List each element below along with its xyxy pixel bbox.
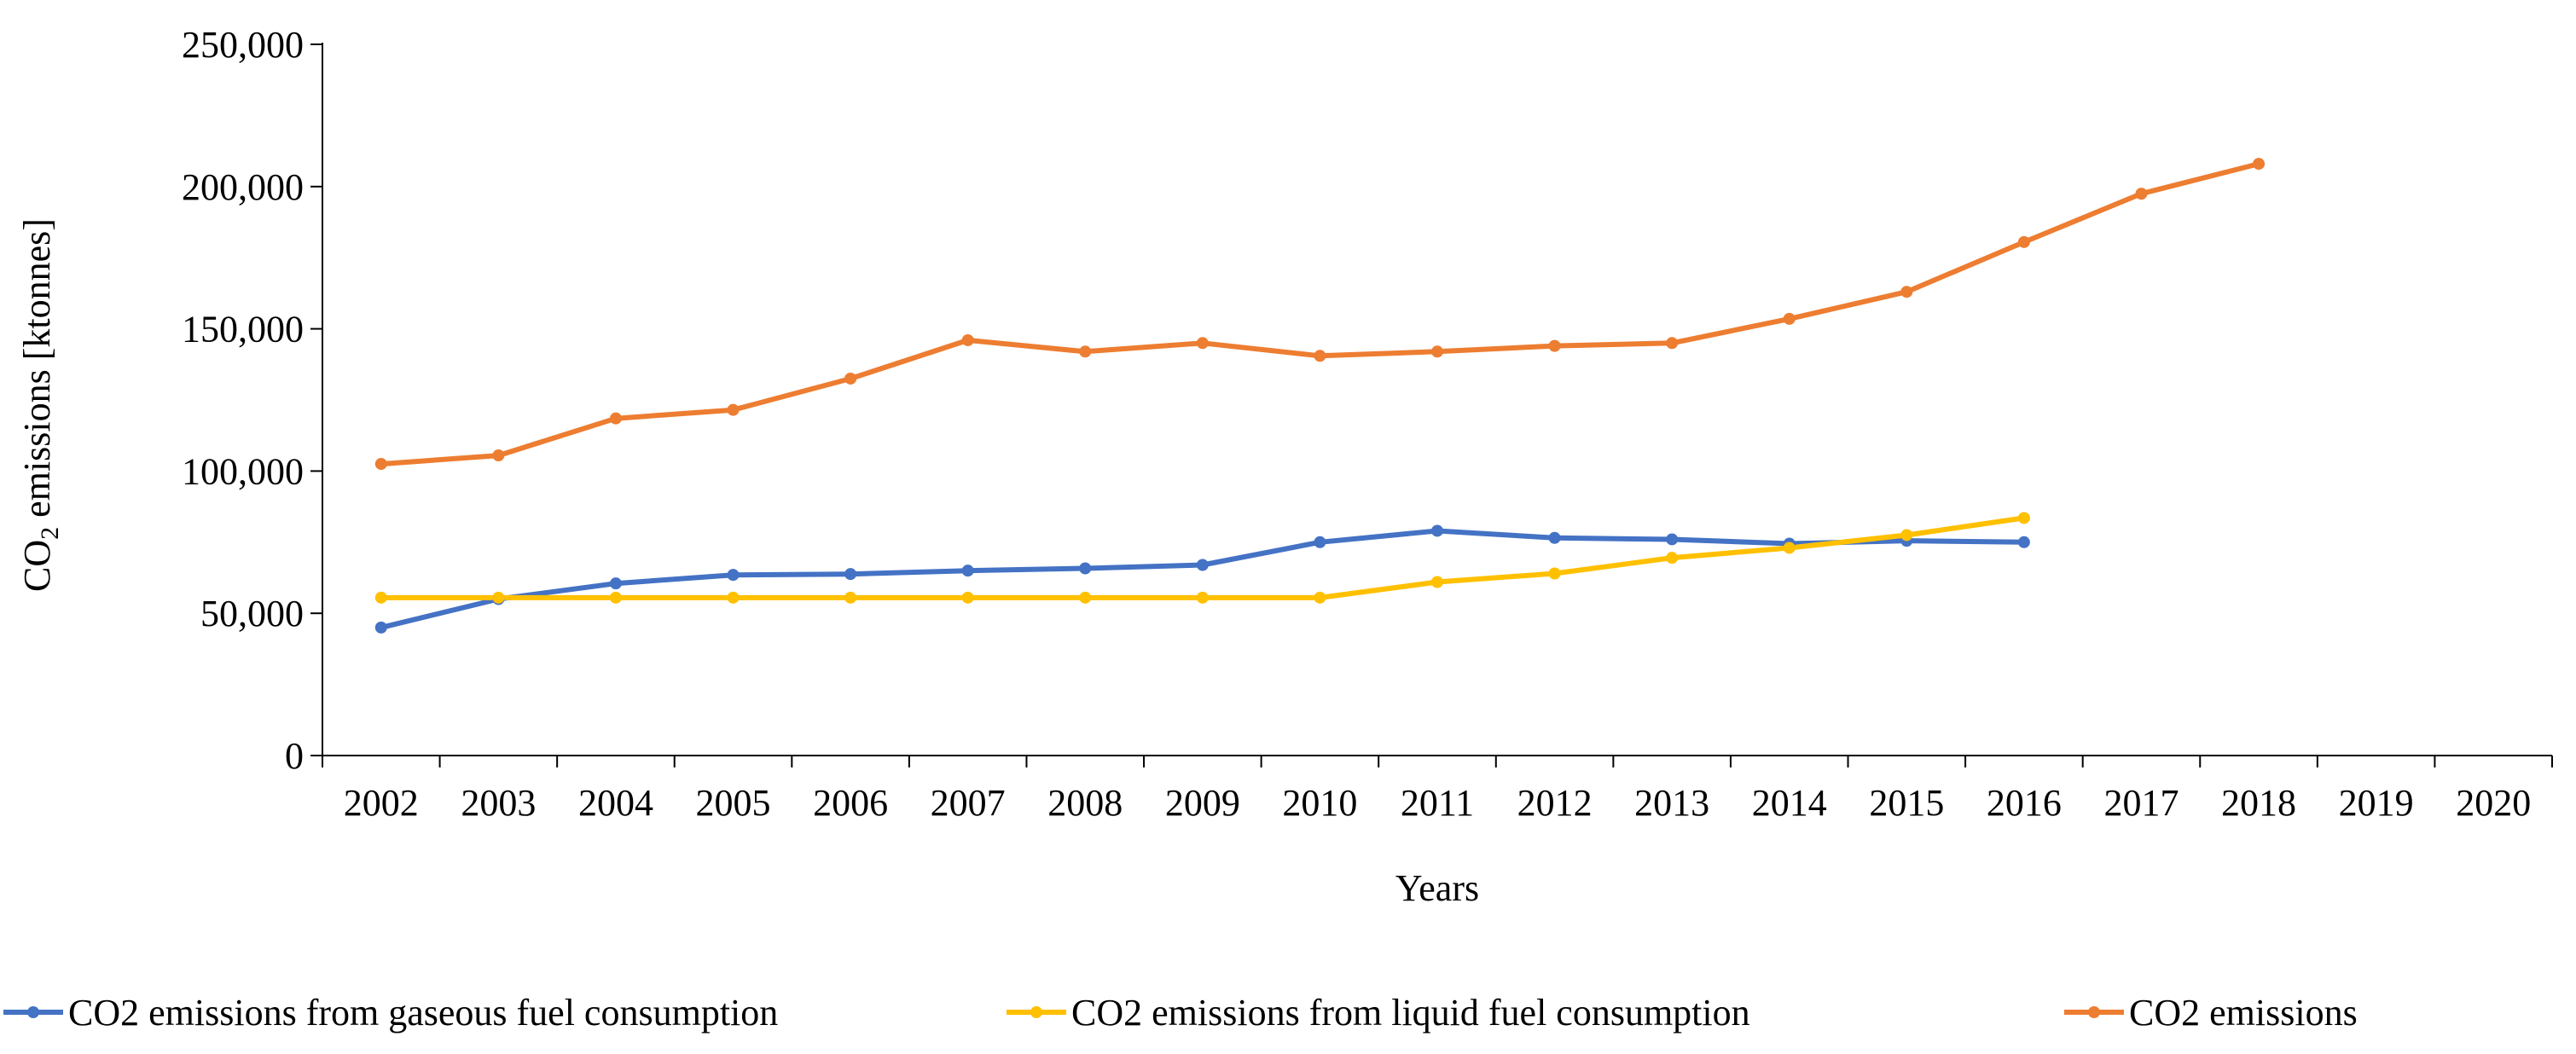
series-total-point <box>1548 339 1561 352</box>
x-tick-label: 2011 <box>1401 782 1474 824</box>
x-tick-label: 2002 <box>344 782 419 824</box>
series-total-point <box>492 449 505 462</box>
series-gaseous-point <box>374 621 387 634</box>
y-tick-label: 200,000 <box>182 166 304 208</box>
y-axis-ticks: 0 50,000 100,000 150,000 200,000 250,000 <box>182 24 322 777</box>
y-tick-label: 50,000 <box>200 593 304 634</box>
x-axis-ticks: 2002 2003 2004 2005 2006 2007 2008 2009 2010 2011… <box>322 756 2553 824</box>
series-gaseous-point <box>1314 536 1326 548</box>
series-gaseous-point <box>1548 531 1561 544</box>
x-tick-label: 2006 <box>813 782 888 824</box>
legend-label-liquid: CO2 emissions from liquid fuel consumpti… <box>1071 992 1750 1034</box>
series-liquid-point <box>374 591 387 604</box>
series-liquid-point <box>1783 541 1796 554</box>
x-tick-label: 2013 <box>1634 782 1709 824</box>
series-liquid-point <box>727 591 740 604</box>
legend-item-total[interactable]: CO2 emissions <box>2064 992 2358 1034</box>
series-liquid-point <box>1431 576 1443 588</box>
x-tick-label: 2004 <box>578 782 653 824</box>
series-total-point <box>2017 235 2030 248</box>
series-total-point <box>1900 286 1913 298</box>
series-liquid-point <box>1079 591 1092 604</box>
legend-item-liquid[interactable]: CO2 emissions from liquid fuel consumpti… <box>1007 992 1750 1034</box>
series-lines <box>378 161 2262 630</box>
x-axis-title: Years <box>1395 867 1479 909</box>
series-liquid-point <box>844 591 857 604</box>
series-total-point <box>2253 158 2266 171</box>
series-liquid-point <box>609 591 622 604</box>
x-tick-label: 2009 <box>1165 782 1240 824</box>
y-tick-label: 150,000 <box>182 309 304 350</box>
series-total-point <box>2135 188 2148 200</box>
series-gaseous-point <box>609 577 622 590</box>
legend-label-total: CO2 emissions <box>2129 992 2358 1034</box>
y-axis-title-prefix: CO <box>16 540 58 592</box>
series-liquid-point <box>2017 512 2030 524</box>
series-liquid-point <box>1666 552 1679 565</box>
x-tick-label: 2010 <box>1282 782 1357 824</box>
series-gaseous-line <box>378 528 2027 630</box>
series-total-point <box>1666 337 1679 350</box>
legend-label-gaseous: CO2 emissions from gaseous fuel consumpt… <box>68 992 778 1034</box>
legend-item-gaseous[interactable]: CO2 emissions from gaseous fuel consumpt… <box>3 992 778 1034</box>
series-total-point <box>1314 350 1326 362</box>
series-gaseous-point <box>2017 536 2030 548</box>
legend-marker-total <box>2088 1006 2100 1018</box>
series-liquid-point <box>1196 591 1209 604</box>
series-total-point <box>844 372 857 385</box>
series-gaseous-point <box>1666 533 1679 546</box>
series-total-line <box>378 161 2262 467</box>
legend-marker-liquid <box>1030 1006 1042 1018</box>
series-liquid-point <box>961 591 974 604</box>
series-gaseous-point <box>1079 562 1092 575</box>
series-total-point <box>1431 345 1443 358</box>
x-tick-label: 2014 <box>1752 782 1827 824</box>
series-gaseous-point <box>727 569 740 582</box>
series-liquid-line <box>378 515 2027 600</box>
y-axis-title-subscript: 2 <box>36 527 64 540</box>
legend-marker-gaseous <box>27 1006 39 1018</box>
y-axis-title: CO2 emissions [ktonnes] <box>16 218 64 592</box>
series-gaseous-point <box>1196 559 1209 571</box>
y-tick-label: 0 <box>285 735 304 777</box>
series-gaseous-point <box>844 568 857 581</box>
series-liquid-point <box>1900 529 1913 541</box>
x-tick-label: 2016 <box>1987 782 2062 824</box>
series-gaseous-point <box>1431 524 1443 537</box>
series-total-point <box>374 458 387 471</box>
series-liquid-point <box>1314 591 1326 604</box>
axes <box>322 43 2552 756</box>
x-tick-label: 2012 <box>1517 782 1593 824</box>
x-tick-label: 2005 <box>696 782 771 824</box>
series-total-point <box>1196 337 1209 350</box>
x-tick-label: 2003 <box>461 782 536 824</box>
x-tick-label: 2015 <box>1869 782 1944 824</box>
series-total-point <box>609 412 622 425</box>
y-tick-label: 250,000 <box>182 24 304 66</box>
series-total-point <box>1783 312 1796 325</box>
x-tick-label: 2017 <box>2103 782 2179 824</box>
x-tick-label: 2007 <box>931 782 1006 824</box>
y-axis-title-suffix: emissions [ktonnes] <box>16 218 58 527</box>
x-tick-label: 2020 <box>2456 782 2531 824</box>
series-total-point <box>727 403 740 416</box>
series-total-point <box>961 333 974 346</box>
x-tick-label: 2019 <box>2339 782 2414 824</box>
y-tick-label: 100,000 <box>182 450 304 492</box>
x-tick-label: 2018 <box>2221 782 2296 824</box>
x-tick-label: 2008 <box>1047 782 1123 824</box>
series-gaseous-point <box>961 565 974 577</box>
series-points <box>374 158 2266 634</box>
series-total-point <box>1079 345 1092 358</box>
legend: CO2 emissions from gaseous fuel consumpt… <box>3 992 2358 1034</box>
series-liquid-point <box>1548 567 1561 580</box>
series-liquid-point <box>492 591 505 604</box>
